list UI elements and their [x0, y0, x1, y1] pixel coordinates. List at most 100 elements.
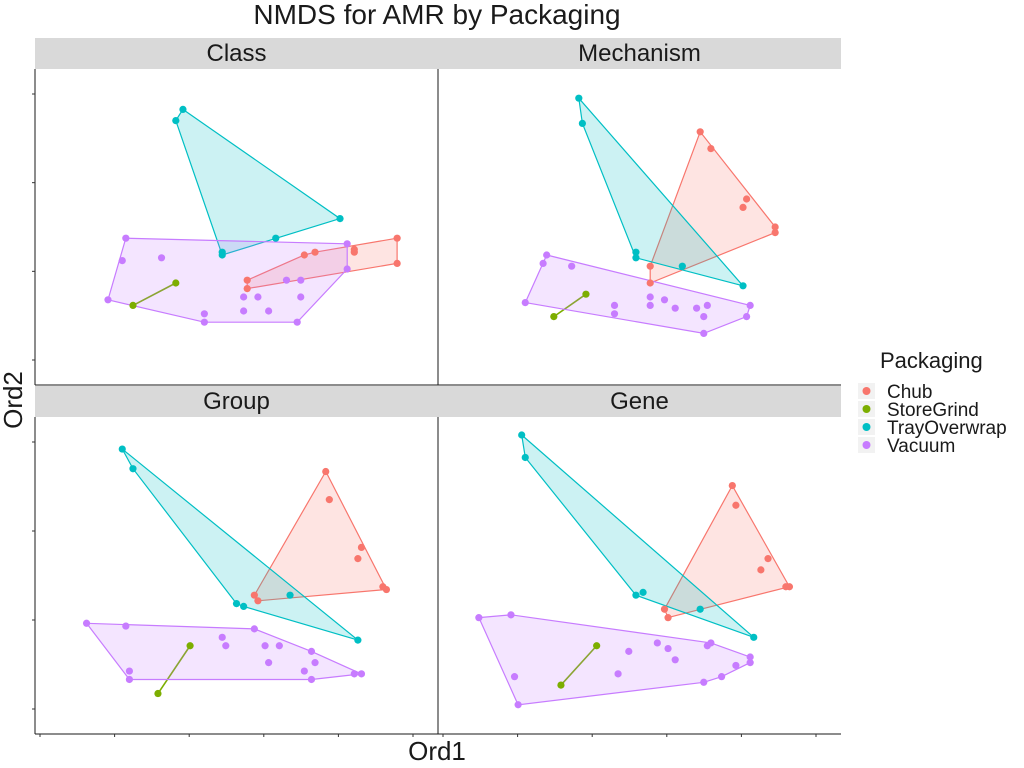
point-chub	[357, 543, 366, 552]
point-vacuum	[104, 296, 112, 304]
point-vacuum	[743, 313, 751, 321]
point-vacuum	[610, 310, 619, 318]
point-storegrind	[582, 290, 590, 298]
point-vacuum	[614, 670, 622, 678]
point-vacuum	[475, 614, 483, 622]
point-vacuum	[293, 318, 301, 326]
point-vacuum	[700, 329, 708, 337]
point-storegrind	[593, 642, 601, 650]
point-vacuum	[254, 293, 262, 301]
point-vacuum	[746, 301, 754, 309]
legend-label: TrayOverwrap	[887, 418, 1007, 439]
legend-item-storegrind: StoreGrind	[858, 400, 979, 421]
legend-item-vacuum: Vacuum	[858, 436, 955, 457]
panel-class: Class	[32, 38, 438, 386]
point-vacuum	[543, 251, 551, 259]
point-vacuum	[240, 293, 248, 301]
point-vacuum	[343, 265, 351, 273]
point-vacuum	[700, 313, 708, 321]
point-chub	[350, 245, 358, 253]
legend-swatch	[862, 441, 871, 449]
point-trayoverwrap	[678, 262, 686, 270]
point-storegrind	[172, 279, 180, 287]
point-vacuum	[300, 667, 308, 675]
point-vacuum	[700, 678, 708, 686]
y-axis-label: Ord2	[0, 371, 28, 429]
point-trayoverwrap	[696, 605, 704, 613]
point-storegrind	[550, 313, 558, 321]
point-vacuum	[125, 675, 133, 684]
point-chub	[728, 481, 736, 490]
point-trayoverwrap	[354, 636, 362, 644]
point-vacuum	[122, 234, 130, 242]
point-vacuum	[660, 296, 669, 304]
point-trayoverwrap	[518, 431, 526, 439]
point-chub	[382, 585, 391, 594]
point-storegrind	[129, 301, 137, 309]
point-chub	[393, 234, 401, 242]
point-trayoverwrap	[336, 215, 344, 223]
point-vacuum	[732, 661, 740, 670]
point-vacuum	[671, 304, 679, 312]
facet-panels: Class Mechanism Group Gene	[32, 38, 841, 737]
panel-mechanism: Mechanism	[437, 38, 841, 386]
point-vacuum	[240, 307, 248, 315]
point-vacuum	[297, 276, 305, 284]
point-trayoverwrap	[739, 282, 747, 290]
legend-swatch	[862, 423, 871, 431]
point-vacuum	[568, 262, 576, 270]
point-vacuum	[343, 240, 351, 248]
point-chub	[300, 251, 308, 259]
point-trayoverwrap	[521, 453, 529, 462]
point-vacuum	[646, 301, 654, 309]
facet-strip-label: Mechanism	[578, 40, 701, 67]
point-storegrind	[154, 689, 162, 698]
point-vacuum	[671, 656, 679, 664]
point-chub	[660, 605, 669, 613]
hull-storegrind	[157, 645, 191, 694]
point-vacuum	[610, 301, 619, 309]
point-trayoverwrap	[750, 633, 758, 641]
legend-swatch	[862, 405, 871, 413]
point-vacuum	[510, 673, 519, 681]
point-vacuum	[200, 318, 208, 326]
point-trayoverwrap	[179, 105, 187, 113]
legend-item-chub: Chub	[858, 382, 932, 403]
point-chub	[646, 262, 654, 270]
point-vacuum	[718, 673, 726, 681]
point-vacuum	[250, 625, 258, 633]
point-vacuum	[122, 622, 130, 630]
panel-gene: Gene	[437, 386, 841, 737]
point-chub	[771, 229, 779, 237]
point-chub	[785, 583, 794, 591]
point-vacuum	[707, 639, 715, 647]
point-vacuum	[653, 639, 661, 647]
point-chub	[739, 203, 747, 211]
point-chub	[757, 566, 765, 574]
point-chub	[764, 555, 772, 563]
point-storegrind	[557, 681, 565, 689]
point-chub	[250, 591, 258, 599]
point-trayoverwrap	[118, 445, 126, 453]
chart-title: NMDS for AMR by Packaging	[253, 0, 620, 30]
point-trayoverwrap	[639, 588, 647, 596]
point-chub	[243, 276, 251, 284]
legend-label: Chub	[887, 382, 932, 403]
point-vacuum	[703, 301, 711, 309]
point-chub	[393, 259, 401, 267]
facet-strip	[35, 38, 438, 69]
point-trayoverwrap	[218, 248, 226, 256]
facet-strip-label: Gene	[610, 388, 669, 415]
facet-strip	[438, 386, 841, 417]
facet-strip	[438, 38, 841, 69]
point-vacuum	[311, 659, 319, 667]
point-vacuum	[507, 611, 515, 619]
point-vacuum	[157, 254, 166, 262]
hull-vacuum	[478, 614, 751, 706]
point-trayoverwrap	[232, 600, 241, 608]
legend-title: Packaging	[880, 348, 983, 373]
facet-strip-label: Class	[206, 40, 266, 67]
point-vacuum	[261, 642, 269, 650]
point-vacuum	[82, 619, 91, 627]
